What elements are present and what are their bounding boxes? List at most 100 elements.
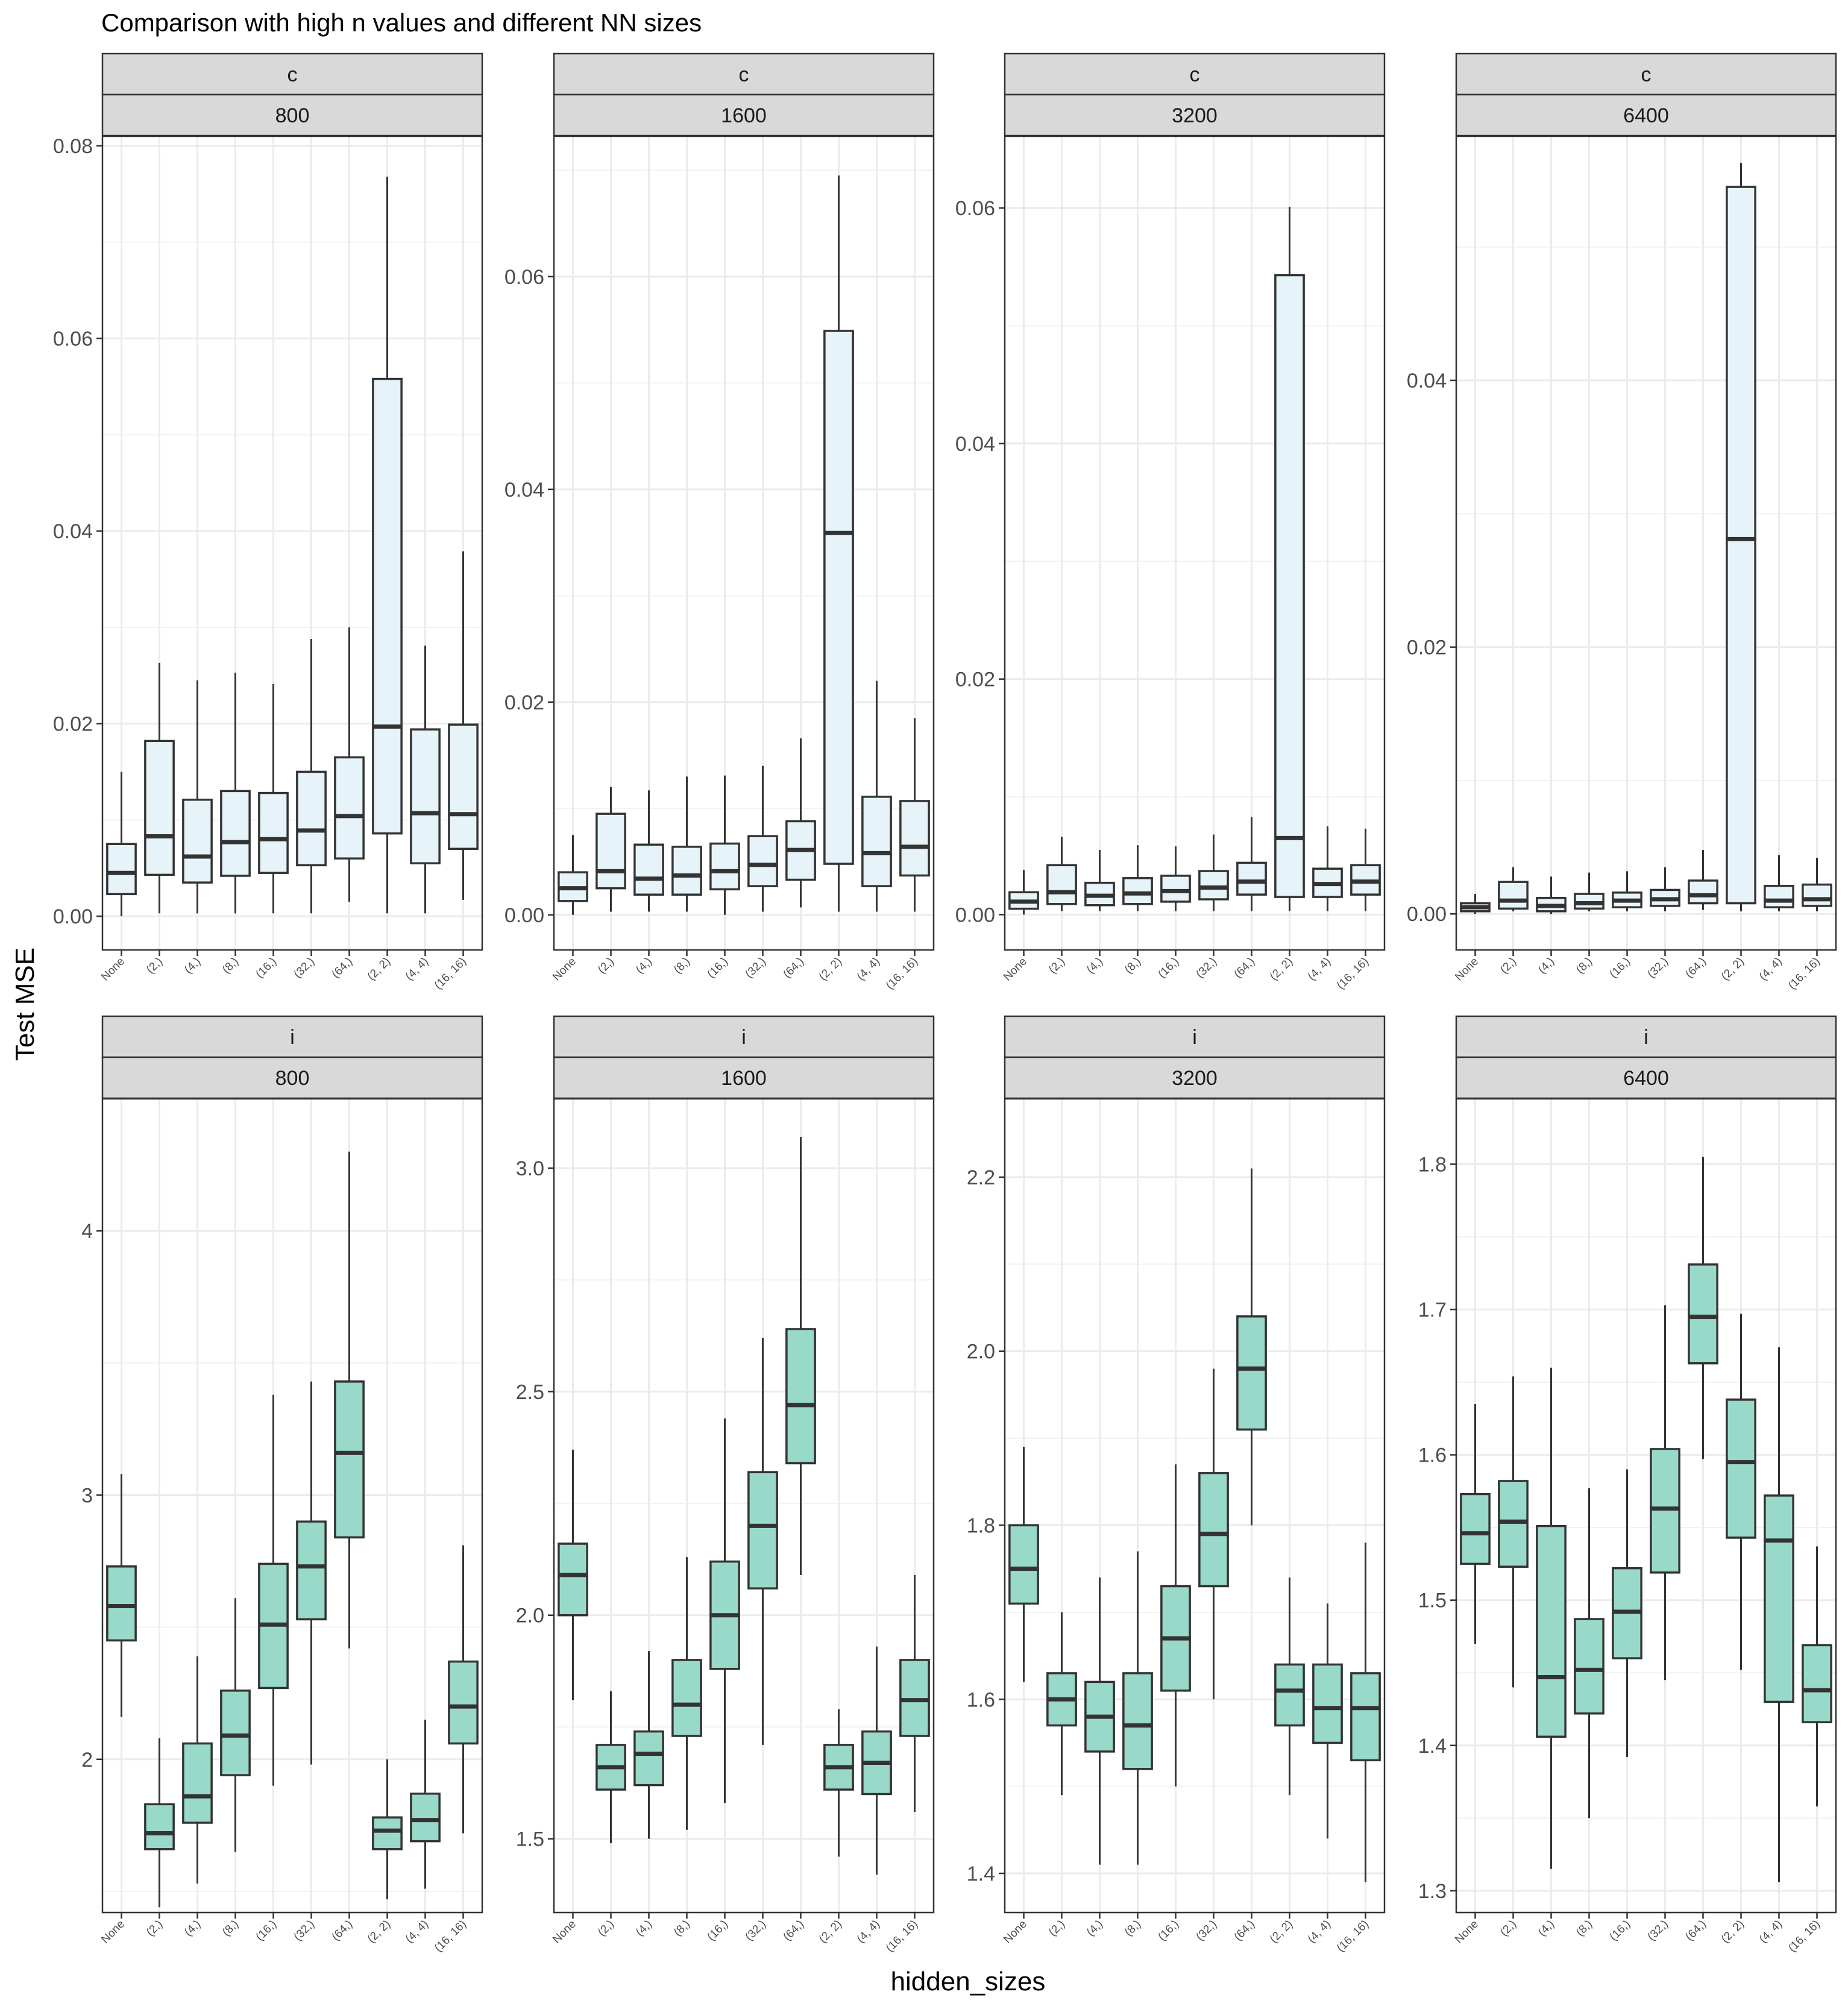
y-tick-label: 0.06 <box>504 266 544 289</box>
box-8 <box>861 1646 892 1875</box>
panel-border <box>101 1098 483 1914</box>
facet-strip-bottom <box>553 93 935 137</box>
facet-strip-top <box>101 52 483 96</box>
box-1 <box>1498 867 1529 911</box>
box-6 <box>1688 1157 1718 1459</box>
y-tick-label: 1.5 <box>516 1828 544 1851</box>
box-0 <box>1008 870 1039 915</box>
box-0 <box>1460 894 1491 914</box>
iqr-box <box>1460 1492 1491 1565</box>
box-5 <box>296 638 327 914</box>
iqr-box <box>448 723 479 850</box>
iqr-box <box>747 835 778 887</box>
iqr-box <box>1802 1644 1832 1723</box>
y-tick-label: 0.00 <box>504 904 544 927</box>
iqr-box <box>372 1816 403 1850</box>
facet-strip-top-label: i <box>1192 1026 1197 1049</box>
box-9 <box>448 1545 479 1834</box>
box-4 <box>709 1418 740 1803</box>
iqr-box <box>1688 1263 1718 1365</box>
box-0 <box>558 835 588 915</box>
box-3 <box>1122 845 1153 911</box>
y-tick-label: 0.06 <box>53 328 93 351</box>
chart-title: Comparison with high n values and differ… <box>101 8 702 37</box>
iqr-box <box>144 740 175 876</box>
facet-strip-bottom-label: 3200 <box>1172 104 1218 127</box>
box-6 <box>334 1151 365 1649</box>
iqr-box <box>1008 1524 1039 1605</box>
iqr-box <box>633 843 664 896</box>
iqr-box <box>1764 1494 1794 1703</box>
iqr-box <box>1498 881 1529 910</box>
box-8 <box>1764 1347 1794 1882</box>
box-8 <box>410 646 441 914</box>
iqr-box <box>220 1690 251 1776</box>
box-3 <box>671 1557 702 1830</box>
box-9 <box>899 718 930 912</box>
y-tick-label: 2.5 <box>516 1381 544 1404</box>
iqr-box <box>558 1542 588 1617</box>
iqr-box <box>182 1742 213 1824</box>
box-5 <box>1650 867 1680 911</box>
iqr-box <box>1160 875 1191 903</box>
iqr-box <box>1726 186 1756 905</box>
facet-strip-bottom <box>1455 1056 1837 1099</box>
facet-strip-bottom-label: 3200 <box>1172 1067 1218 1090</box>
box-1 <box>144 662 175 914</box>
box-7 <box>372 177 403 914</box>
box-9 <box>899 1574 930 1812</box>
iqr-box <box>1536 1525 1567 1738</box>
panel-border <box>1455 135 1837 951</box>
panel-background <box>1456 136 1836 950</box>
box-8 <box>1312 1603 1343 1839</box>
box-7 <box>823 175 854 912</box>
box-1 <box>1046 1612 1077 1796</box>
box-4 <box>709 775 740 915</box>
iqr-box <box>671 1659 702 1737</box>
iqr-box <box>861 796 892 887</box>
box-6 <box>334 627 365 902</box>
box-5 <box>747 1338 778 1745</box>
facet-strip-top <box>1004 1015 1386 1058</box>
facet-strip-bottom <box>553 1056 935 1099</box>
iqr-box <box>1274 1663 1305 1727</box>
facet-strip-top <box>553 1015 935 1058</box>
facet-strip-bottom <box>101 1056 483 1099</box>
box-0 <box>106 1474 137 1717</box>
facet-strip-top <box>1455 1015 1837 1058</box>
box-0 <box>558 1450 588 1700</box>
iqr-box <box>1688 879 1718 905</box>
box-4 <box>1612 871 1642 911</box>
box-6 <box>1236 817 1267 911</box>
iqr-box <box>1236 1315 1267 1431</box>
iqr-box <box>258 791 289 874</box>
panel-border <box>1004 135 1386 951</box>
y-tick-label: 1.4 <box>967 1863 995 1885</box>
iqr-box <box>899 800 930 877</box>
iqr-box <box>596 813 626 890</box>
y-tick-label: 3.0 <box>516 1157 544 1180</box>
box-9 <box>1350 1542 1381 1882</box>
panel-background <box>1005 136 1384 950</box>
box-3 <box>1574 1488 1604 1819</box>
box-5 <box>1198 1368 1229 1700</box>
facet-strip-bottom-label: 6400 <box>1623 1067 1669 1090</box>
y-tick-label: 2.0 <box>967 1341 995 1363</box>
box-7 <box>1726 163 1756 911</box>
box-3 <box>671 776 702 912</box>
box-1 <box>1046 837 1077 911</box>
box-2 <box>182 1656 213 1884</box>
box-8 <box>1312 826 1343 911</box>
iqr-box <box>785 1328 816 1465</box>
box-9 <box>448 551 479 900</box>
box-5 <box>1198 834 1229 911</box>
y-tick-label: 0.02 <box>504 691 544 714</box>
box-7 <box>1274 207 1305 911</box>
iqr-box <box>633 1730 664 1787</box>
y-tick-label: 2.2 <box>967 1166 995 1189</box>
x-axis-title: hidden_sizes <box>891 1967 1046 1996</box>
facet-strip-top-label: c <box>288 63 298 86</box>
